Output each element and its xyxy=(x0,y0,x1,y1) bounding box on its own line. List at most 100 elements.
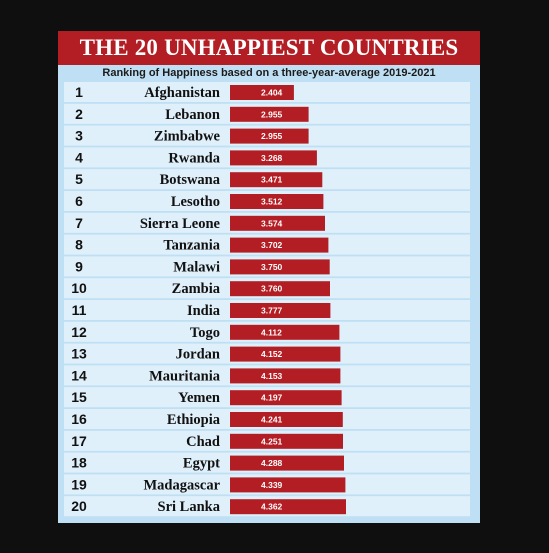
value-label: 4.153 xyxy=(261,371,283,381)
country-label: Madagascar xyxy=(143,477,220,493)
value-label: 2.955 xyxy=(261,131,283,141)
value-label: 3.268 xyxy=(261,153,283,163)
chart-subtitle: Ranking of Happiness based on a three-ye… xyxy=(102,67,436,79)
value-label: 4.362 xyxy=(261,502,283,512)
rank-label: 4 xyxy=(75,149,83,165)
rank-label: 11 xyxy=(72,302,87,318)
table-row: 17 Chad 4.251 xyxy=(64,430,470,451)
rank-label: 13 xyxy=(71,346,87,362)
country-label: Lebanon xyxy=(165,107,220,123)
value-bar xyxy=(230,346,341,362)
rank-label: 5 xyxy=(75,171,83,187)
value-label: 3.750 xyxy=(261,262,283,272)
value-bar xyxy=(230,259,330,275)
table-row: 11 India 3.777 xyxy=(64,300,470,320)
value-label: 3.760 xyxy=(261,284,283,294)
value-bar xyxy=(230,477,346,493)
value-label: 4.197 xyxy=(261,393,283,403)
value-bar xyxy=(230,106,309,122)
value-label: 3.777 xyxy=(261,306,283,316)
value-label: 2.404 xyxy=(261,88,283,98)
country-label: Jordan xyxy=(176,347,220,363)
table-row: 7 Sierra Leone 3.574 xyxy=(64,212,470,233)
value-label: 2.955 xyxy=(261,109,283,119)
country-label: Sri Lanka xyxy=(158,499,221,515)
value-label: 3.702 xyxy=(261,240,283,250)
title-bar: THE 20 UNHAPPIEST COUNTRIES xyxy=(58,31,480,65)
value-bar xyxy=(230,390,342,406)
value-bar xyxy=(230,368,341,384)
value-bar xyxy=(230,237,329,253)
value-bar xyxy=(230,215,325,231)
value-label: 4.251 xyxy=(261,436,283,446)
rank-label: 17 xyxy=(71,433,87,449)
rank-label: 3 xyxy=(75,128,83,144)
value-label: 3.512 xyxy=(261,197,283,207)
value-label: 4.339 xyxy=(261,480,283,490)
table-row: 20 Sri Lanka 4.362 xyxy=(64,496,470,517)
table-row: 3 Zimbabwe 2.955 xyxy=(64,125,470,146)
value-bar xyxy=(230,128,309,144)
value-bar xyxy=(230,303,331,318)
rank-label: 15 xyxy=(71,389,87,405)
table-row: 5 Botswana 3.471 xyxy=(64,169,470,190)
value-bar xyxy=(230,281,330,297)
value-bar xyxy=(230,412,343,427)
value-bar xyxy=(230,172,323,188)
value-bar xyxy=(230,324,340,340)
country-label: Egypt xyxy=(183,456,220,472)
table-row: 19 Madagascar 4.339 xyxy=(64,474,470,495)
country-label: Malawi xyxy=(173,259,220,275)
country-label: Tanzania xyxy=(163,238,220,254)
value-label: 4.152 xyxy=(261,349,283,359)
country-label: Botswana xyxy=(160,172,221,188)
value-label: 4.288 xyxy=(261,458,283,468)
table-row: 10 Zambia 3.760 xyxy=(64,278,470,299)
rank-label: 1 xyxy=(75,84,83,100)
value-bar xyxy=(230,499,346,515)
value-label: 4.112 xyxy=(261,327,282,337)
table-row: 13 Jordan 4.152 xyxy=(64,343,470,364)
table-row: 8 Tanzania 3.702 xyxy=(64,234,470,255)
rank-label: 20 xyxy=(71,498,87,514)
value-bar xyxy=(230,455,344,471)
rank-label: 9 xyxy=(75,258,83,274)
table-row: 18 Egypt 4.288 xyxy=(64,452,470,473)
rank-label: 18 xyxy=(71,455,87,471)
country-label: Lesotho xyxy=(171,194,220,210)
table-row: 1 Afghanistan 2.404 xyxy=(64,82,470,102)
value-bar xyxy=(230,194,324,209)
rank-label: 8 xyxy=(75,237,83,253)
country-label: Yemen xyxy=(178,390,220,406)
chart-card: THE 20 UNHAPPIEST COUNTRIES Ranking of H… xyxy=(58,31,480,523)
value-label: 3.574 xyxy=(261,218,283,228)
value-label: 4.241 xyxy=(261,415,283,425)
value-label: 3.471 xyxy=(261,175,283,185)
country-label: Ethiopia xyxy=(167,412,221,428)
country-label: India xyxy=(187,303,221,319)
table-row: 16 Ethiopia 4.241 xyxy=(64,409,470,429)
value-bar xyxy=(230,433,343,449)
rank-label: 7 xyxy=(75,215,83,231)
table-row: 15 Yemen 4.197 xyxy=(64,387,470,408)
rank-label: 14 xyxy=(71,367,87,383)
rank-label: 19 xyxy=(71,476,87,492)
rank-label: 2 xyxy=(75,106,83,122)
table-row: 9 Malawi 3.750 xyxy=(64,256,470,277)
value-bar xyxy=(230,85,294,100)
ranking-chart: 1 Afghanistan 2.404 2 Lebanon 2.955 3 Zimbabwe 2… xyxy=(64,82,470,517)
table-row: 2 Lebanon 2.955 xyxy=(64,103,470,124)
table-row: 6 Lesotho 3.512 xyxy=(64,191,470,211)
country-label: Togo xyxy=(190,325,220,341)
country-label: Afghanistan xyxy=(144,85,220,101)
rank-label: 6 xyxy=(75,193,83,209)
value-bar xyxy=(230,150,317,166)
rank-label: 12 xyxy=(71,324,87,340)
country-label: Mauritania xyxy=(149,368,221,384)
country-label: Sierra Leone xyxy=(140,216,221,232)
chart-title: THE 20 UNHAPPIEST COUNTRIES xyxy=(79,35,459,60)
rank-label: 10 xyxy=(71,280,87,296)
country-label: Chad xyxy=(186,434,220,450)
country-label: Zimbabwe xyxy=(154,129,221,145)
rank-label: 16 xyxy=(71,411,87,427)
